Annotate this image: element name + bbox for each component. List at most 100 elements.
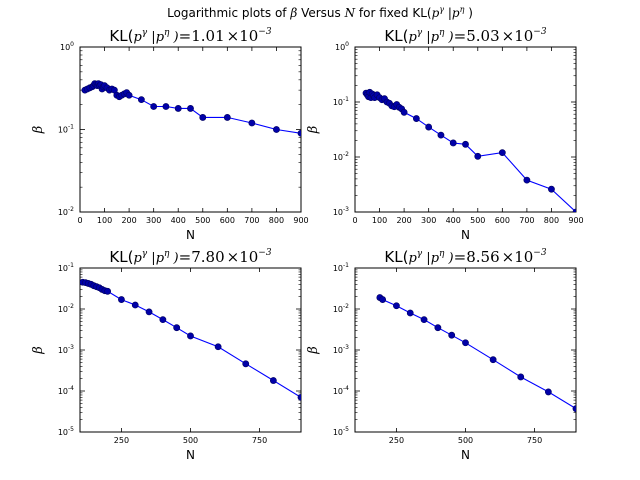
x-tick-label: 800 bbox=[544, 216, 559, 225]
y-tick-label: 10-5 bbox=[58, 426, 74, 437]
data-point bbox=[462, 339, 469, 347]
data-point bbox=[104, 287, 112, 295]
x-tick-label: 900 bbox=[568, 216, 583, 225]
y-axis-label: β bbox=[306, 346, 321, 355]
data-point bbox=[145, 308, 153, 316]
x-tick-label: 800 bbox=[269, 216, 284, 225]
data-point bbox=[118, 296, 125, 303]
x-tick-label: 750 bbox=[527, 436, 542, 445]
x-tick-label: 300 bbox=[421, 216, 436, 225]
x-tick-label: 0 bbox=[77, 216, 82, 225]
data-point bbox=[269, 377, 277, 384]
x-axis-label: N bbox=[186, 228, 195, 242]
data-point bbox=[173, 324, 181, 332]
x-tick-label: 500 bbox=[183, 436, 198, 445]
y-tick-label: 10-2 bbox=[58, 303, 74, 314]
y-tick-label: 100 bbox=[335, 41, 349, 52]
panel-1: KL(pγ |pη )=1.01 ×10−3 0 100 200 300 400 500 600… bbox=[31, 27, 309, 242]
x-tick-label: 200 bbox=[396, 216, 411, 225]
y-tick-label: 10-4 bbox=[333, 385, 349, 396]
data-point bbox=[420, 316, 428, 324]
data-point bbox=[131, 301, 139, 309]
data-point bbox=[297, 393, 301, 401]
data-point bbox=[174, 105, 182, 112]
data-point bbox=[572, 208, 576, 212]
y-tick-label: 10-1 bbox=[58, 262, 74, 273]
y-tick-label: 10-3 bbox=[58, 344, 74, 355]
panel-title: KL(pγ |pη )=8.56 ×10−3 bbox=[384, 248, 546, 266]
x-tick-label: 400 bbox=[171, 216, 186, 225]
data-point bbox=[187, 105, 194, 112]
data-point bbox=[214, 343, 222, 351]
data-point bbox=[162, 103, 170, 110]
data-point bbox=[544, 388, 552, 396]
x-tick-label: 300 bbox=[146, 216, 161, 225]
x-tick-label: 750 bbox=[252, 436, 267, 445]
data-point bbox=[548, 185, 555, 193]
x-tick-label: 0 bbox=[352, 216, 357, 225]
x-tick-label: 600 bbox=[495, 216, 510, 225]
data-point bbox=[448, 331, 456, 339]
axes-frame bbox=[79, 267, 302, 433]
panel-4: KL(pγ |pη )=8.56 ×10−3 250 500 750 10-5 10-4 10… bbox=[306, 248, 577, 462]
panel-title: KL(pγ |pη )=1.01 ×10−3 bbox=[109, 27, 271, 45]
y-tick-label: 10-3 bbox=[333, 206, 349, 217]
data-point bbox=[248, 119, 256, 127]
x-tick-label: 250 bbox=[389, 436, 404, 445]
x-tick-label: 600 bbox=[220, 216, 235, 225]
x-tick-label: 500 bbox=[470, 216, 485, 225]
x-tick-label: 900 bbox=[293, 216, 308, 225]
x-tick-label: 100 bbox=[372, 216, 387, 225]
panel-title: KL(pγ |pη )=7.80 ×10−3 bbox=[109, 248, 271, 266]
data-point bbox=[379, 296, 387, 303]
data-point bbox=[406, 309, 414, 317]
y-axis-label: β bbox=[31, 126, 46, 135]
data-point bbox=[462, 140, 469, 148]
data-point bbox=[150, 103, 158, 110]
y-tick-label: 100 bbox=[60, 41, 74, 52]
y-tick-label: 10-4 bbox=[58, 385, 74, 396]
data-point bbox=[273, 126, 280, 133]
x-tick-label: 200 bbox=[121, 216, 136, 225]
data-point bbox=[125, 91, 133, 99]
y-axis-label: β bbox=[306, 126, 321, 135]
figure-suptitle: Logarithmic plots of β Versus N for fixe… bbox=[167, 5, 473, 20]
data-point bbox=[498, 149, 506, 157]
y-tick-label: 10-2 bbox=[333, 151, 349, 162]
axes-frame bbox=[354, 267, 577, 433]
data-point bbox=[297, 129, 301, 137]
x-tick-label: 100 bbox=[97, 216, 112, 225]
data-point bbox=[517, 373, 525, 381]
data-point bbox=[434, 324, 442, 332]
data-point bbox=[400, 108, 408, 116]
x-tick-label: 250 bbox=[114, 436, 129, 445]
data-point bbox=[187, 332, 194, 340]
data-point bbox=[412, 115, 420, 122]
x-tick-label: 500 bbox=[195, 216, 210, 225]
x-tick-label: 700 bbox=[519, 216, 534, 225]
panel-title: KL(pγ |pη )=5.03 ×10−3 bbox=[384, 27, 546, 45]
y-tick-label: 10-2 bbox=[58, 206, 74, 217]
x-axis-label: N bbox=[461, 228, 470, 242]
x-tick-label: 700 bbox=[244, 216, 259, 225]
y-tick-label: 10-3 bbox=[333, 344, 349, 355]
data-point bbox=[449, 139, 457, 147]
axes-frame bbox=[79, 46, 302, 213]
panel-3: KL(pγ |pη )=7.80 ×10−3 250 500 750 10-5 10-4 10… bbox=[31, 248, 302, 462]
data-point bbox=[489, 356, 497, 364]
data-point bbox=[199, 114, 207, 121]
y-tick-label: 10-2 bbox=[333, 303, 349, 314]
y-tick-label: 10-1 bbox=[333, 96, 349, 107]
x-axis-label: N bbox=[461, 448, 470, 462]
x-tick-label: 400 bbox=[446, 216, 461, 225]
data-point bbox=[425, 123, 433, 131]
data-point bbox=[474, 152, 482, 160]
y-tick-label: 10-1 bbox=[58, 124, 74, 135]
data-point bbox=[523, 176, 531, 184]
panel-2: KL(pγ |pη )=5.03 ×10−3 0 100 200 300 400 500 600… bbox=[306, 27, 584, 242]
axes-frame bbox=[354, 46, 577, 213]
data-point bbox=[242, 360, 250, 368]
y-tick-label: 10-1 bbox=[333, 262, 349, 273]
data-point bbox=[437, 131, 445, 139]
x-tick-label: 500 bbox=[458, 436, 473, 445]
